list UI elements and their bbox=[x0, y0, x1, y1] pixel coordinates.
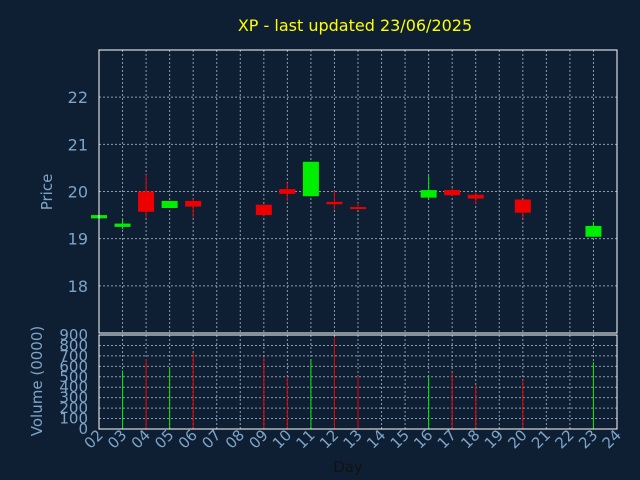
price-tick-label: 19 bbox=[68, 230, 88, 249]
candle-body bbox=[585, 225, 602, 237]
volume-tick-label: 400 bbox=[59, 378, 88, 396]
price-panel-frame bbox=[98, 49, 618, 334]
price-tick-label: 20 bbox=[68, 183, 88, 202]
candle-body bbox=[255, 204, 272, 216]
axes-layer bbox=[98, 49, 618, 430]
candle-body bbox=[420, 190, 437, 198]
volume-panel-frame bbox=[98, 334, 618, 430]
price-axis-label: Price bbox=[38, 174, 56, 211]
candle-body bbox=[302, 161, 319, 197]
candle-body bbox=[279, 189, 296, 194]
chart-title: XP - last updated 23/06/2025 bbox=[238, 16, 472, 35]
candle-body bbox=[444, 190, 461, 196]
price-tick-label: 22 bbox=[68, 88, 88, 107]
price-tick-label: 18 bbox=[68, 277, 88, 296]
price-tick-label: 21 bbox=[68, 135, 88, 154]
marks-layer bbox=[91, 161, 602, 429]
volume-axis-label: Volume (0000) bbox=[28, 326, 46, 436]
candle-body bbox=[114, 223, 131, 227]
volume-tick-label: 100 bbox=[59, 410, 88, 428]
candle-body bbox=[161, 200, 178, 209]
candle-body bbox=[138, 191, 155, 212]
volume-tick-label: 700 bbox=[59, 347, 88, 365]
volume-tick-label: 0 bbox=[78, 420, 88, 438]
volume-tick-label: 200 bbox=[59, 399, 88, 417]
volume-tick-label: 800 bbox=[59, 336, 88, 354]
candle-body bbox=[514, 199, 531, 213]
candle-body bbox=[185, 200, 202, 207]
candle-body bbox=[350, 207, 366, 210]
volume-tick-label: 300 bbox=[59, 389, 88, 407]
volume-tick-label: 900 bbox=[59, 326, 88, 344]
x-axis-label: Day bbox=[333, 458, 363, 476]
volume-tick-label: 600 bbox=[59, 357, 88, 375]
candle-body bbox=[326, 201, 343, 205]
candle-body bbox=[467, 194, 484, 199]
volume-tick-label: 500 bbox=[59, 368, 88, 386]
